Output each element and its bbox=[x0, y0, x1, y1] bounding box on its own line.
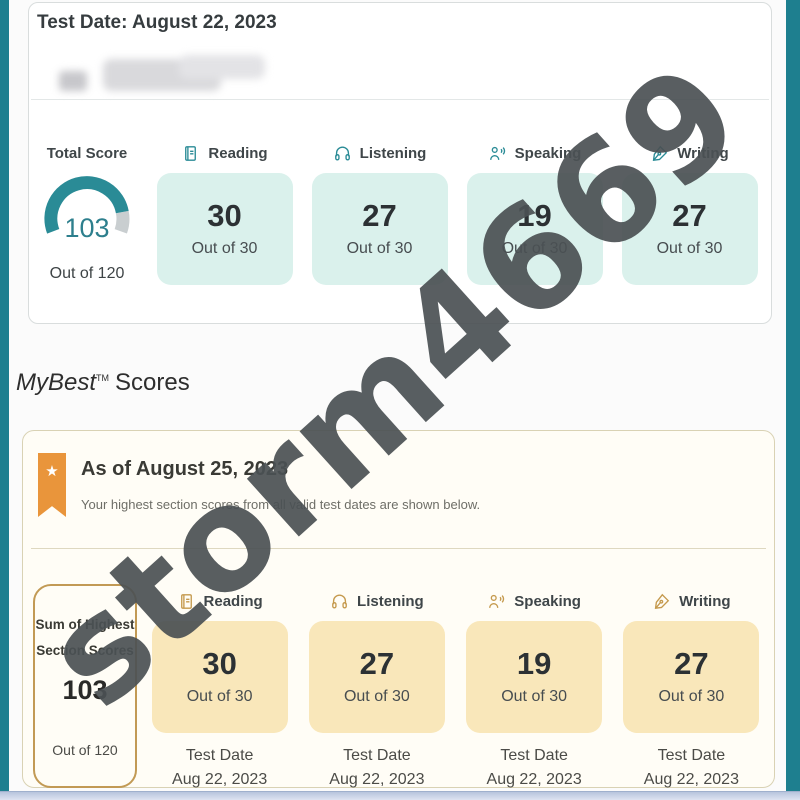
mybest-heading-rest: Scores bbox=[115, 369, 190, 396]
speaking-icon bbox=[487, 592, 506, 611]
sum-score-value: 103 bbox=[62, 675, 108, 706]
headphones-icon bbox=[333, 144, 352, 163]
speaking-score: 19 bbox=[517, 198, 552, 233]
mybest-listening-score-card: 27 Out of 30 bbox=[308, 621, 445, 733]
redacted-candidate-name bbox=[31, 51, 271, 95]
mybest-speaking-column: Speaking 19 Out of 30 Test Date Aug 22, … bbox=[456, 561, 613, 789]
test-date-label: Test Date bbox=[343, 747, 411, 764]
reading-label: Reading bbox=[203, 592, 263, 610]
test-date-label: Test Date bbox=[500, 747, 568, 764]
sum-column-spacer bbox=[31, 561, 131, 789]
gauge-arc bbox=[44, 176, 130, 234]
speaking-label: Speaking bbox=[514, 144, 582, 162]
divider bbox=[31, 99, 769, 100]
speaking-icon bbox=[488, 144, 507, 163]
listening-score-card: 27 Out of 30 bbox=[311, 173, 448, 285]
headphones-icon bbox=[330, 592, 349, 611]
left-border-accent bbox=[0, 0, 9, 791]
writing-score: 27 bbox=[672, 198, 707, 233]
writing-out-of: Out of 30 bbox=[658, 688, 725, 705]
reading-score: 30 bbox=[207, 198, 242, 233]
mybest-speaking-score-card: 19 Out of 30 bbox=[466, 621, 603, 733]
reading-score-card: 30 Out of 30 bbox=[156, 173, 293, 285]
test-date-value: Aug 22, 2023 bbox=[486, 771, 582, 788]
writing-column: Writing 27 Out of 30 bbox=[612, 113, 767, 285]
listening-out-of: Out of 30 bbox=[346, 240, 413, 257]
total-score-column: Total Score 103 Out of 120 bbox=[37, 113, 137, 285]
reading-score: 30 bbox=[202, 646, 237, 681]
reading-label: Reading bbox=[208, 144, 268, 162]
writing-label: Writing bbox=[679, 592, 731, 610]
speaking-score-card: 19 Out of 30 bbox=[466, 173, 603, 285]
test-date-label: Test Date bbox=[185, 747, 254, 764]
reading-book-icon bbox=[177, 592, 196, 611]
reading-out-of: Out of 30 bbox=[186, 688, 253, 705]
sum-out-of: Out of 120 bbox=[52, 742, 118, 759]
mybest-sections-row: Reading 30 Out of 30 Test Date Aug 22, 2… bbox=[31, 561, 770, 789]
star-icon: ★ bbox=[45, 463, 59, 480]
sum-of-highest-box: Sum of Highest Section Scores 103 Out of… bbox=[33, 584, 137, 788]
reading-column: Reading 30 Out of 30 bbox=[147, 113, 302, 285]
mybest-writing-column: Writing 27 Out of 30 Test Date Aug 22, 2… bbox=[613, 561, 770, 789]
listening-label: Listening bbox=[359, 144, 427, 162]
test-date-value: Aug 22, 2023 bbox=[172, 771, 268, 788]
total-score-label: Total Score bbox=[46, 144, 128, 162]
divider bbox=[31, 548, 766, 549]
listening-score: 27 bbox=[362, 198, 397, 233]
total-score-gauge: 103 bbox=[37, 171, 137, 263]
mybest-reading-score-card: 30 Out of 30 bbox=[151, 621, 288, 733]
bottom-window-bar bbox=[0, 791, 800, 800]
test-date-value: Aug 22, 2023 bbox=[329, 771, 425, 788]
writing-score-card: 27 Out of 30 bbox=[621, 173, 758, 285]
writing-pen-icon bbox=[652, 592, 671, 611]
listening-column: Listening 27 Out of 30 bbox=[302, 113, 457, 285]
test-date-score-card: Test Date: August 22, 2023 Total Score 1… bbox=[28, 2, 772, 324]
speaking-out-of: Out of 30 bbox=[501, 240, 568, 257]
reading-out-of: Out of 30 bbox=[191, 240, 258, 257]
sum-of-highest-label: Sum of Highest Section Scores bbox=[35, 617, 135, 658]
mybest-writing-score-card: 27 Out of 30 bbox=[623, 621, 760, 733]
bookmark-ribbon-icon: ★ bbox=[38, 453, 66, 517]
reading-book-icon bbox=[181, 144, 200, 163]
trademark-symbol: TM bbox=[96, 373, 110, 383]
right-border-accent bbox=[786, 0, 800, 791]
mybest-wordmark: MyBest bbox=[16, 369, 97, 396]
speaking-label: Speaking bbox=[514, 592, 581, 610]
writing-pen-icon bbox=[650, 144, 669, 163]
listening-score: 27 bbox=[359, 646, 395, 681]
mybest-listening-column: Listening 27 Out of 30 Test Date Aug 22,… bbox=[298, 561, 455, 789]
mybest-description: Your highest section scores from all val… bbox=[81, 497, 481, 512]
mybest-reading-column: Reading 30 Out of 30 Test Date Aug 22, 2… bbox=[141, 561, 298, 789]
test-date-value: Aug 22, 2023 bbox=[643, 771, 739, 788]
speaking-out-of: Out of 30 bbox=[501, 688, 568, 705]
writing-out-of: Out of 30 bbox=[656, 240, 723, 257]
listening-label: Listening bbox=[357, 592, 424, 610]
writing-label: Writing bbox=[677, 144, 729, 162]
speaking-score: 19 bbox=[516, 646, 552, 681]
speaking-column: Speaking 19 Out of 30 bbox=[457, 113, 612, 285]
total-score-out-of: Out of 120 bbox=[49, 265, 125, 282]
mybest-scores-card: ★ As of August 25, 2023 Your highest sec… bbox=[22, 430, 775, 788]
as-of-date: As of August 25, 2023 bbox=[81, 458, 289, 480]
test-date-heading: Test Date: August 22, 2023 bbox=[37, 12, 277, 33]
listening-out-of: Out of 30 bbox=[343, 688, 410, 705]
test-date-label: Test Date bbox=[657, 747, 726, 764]
mybest-scores-heading: MyBestTM Scores bbox=[16, 369, 190, 397]
writing-score: 27 bbox=[674, 646, 709, 681]
section-scores-row: Total Score 103 Out of 120 Reading 30 Ou… bbox=[37, 113, 767, 285]
total-score-value: 103 bbox=[64, 213, 110, 243]
